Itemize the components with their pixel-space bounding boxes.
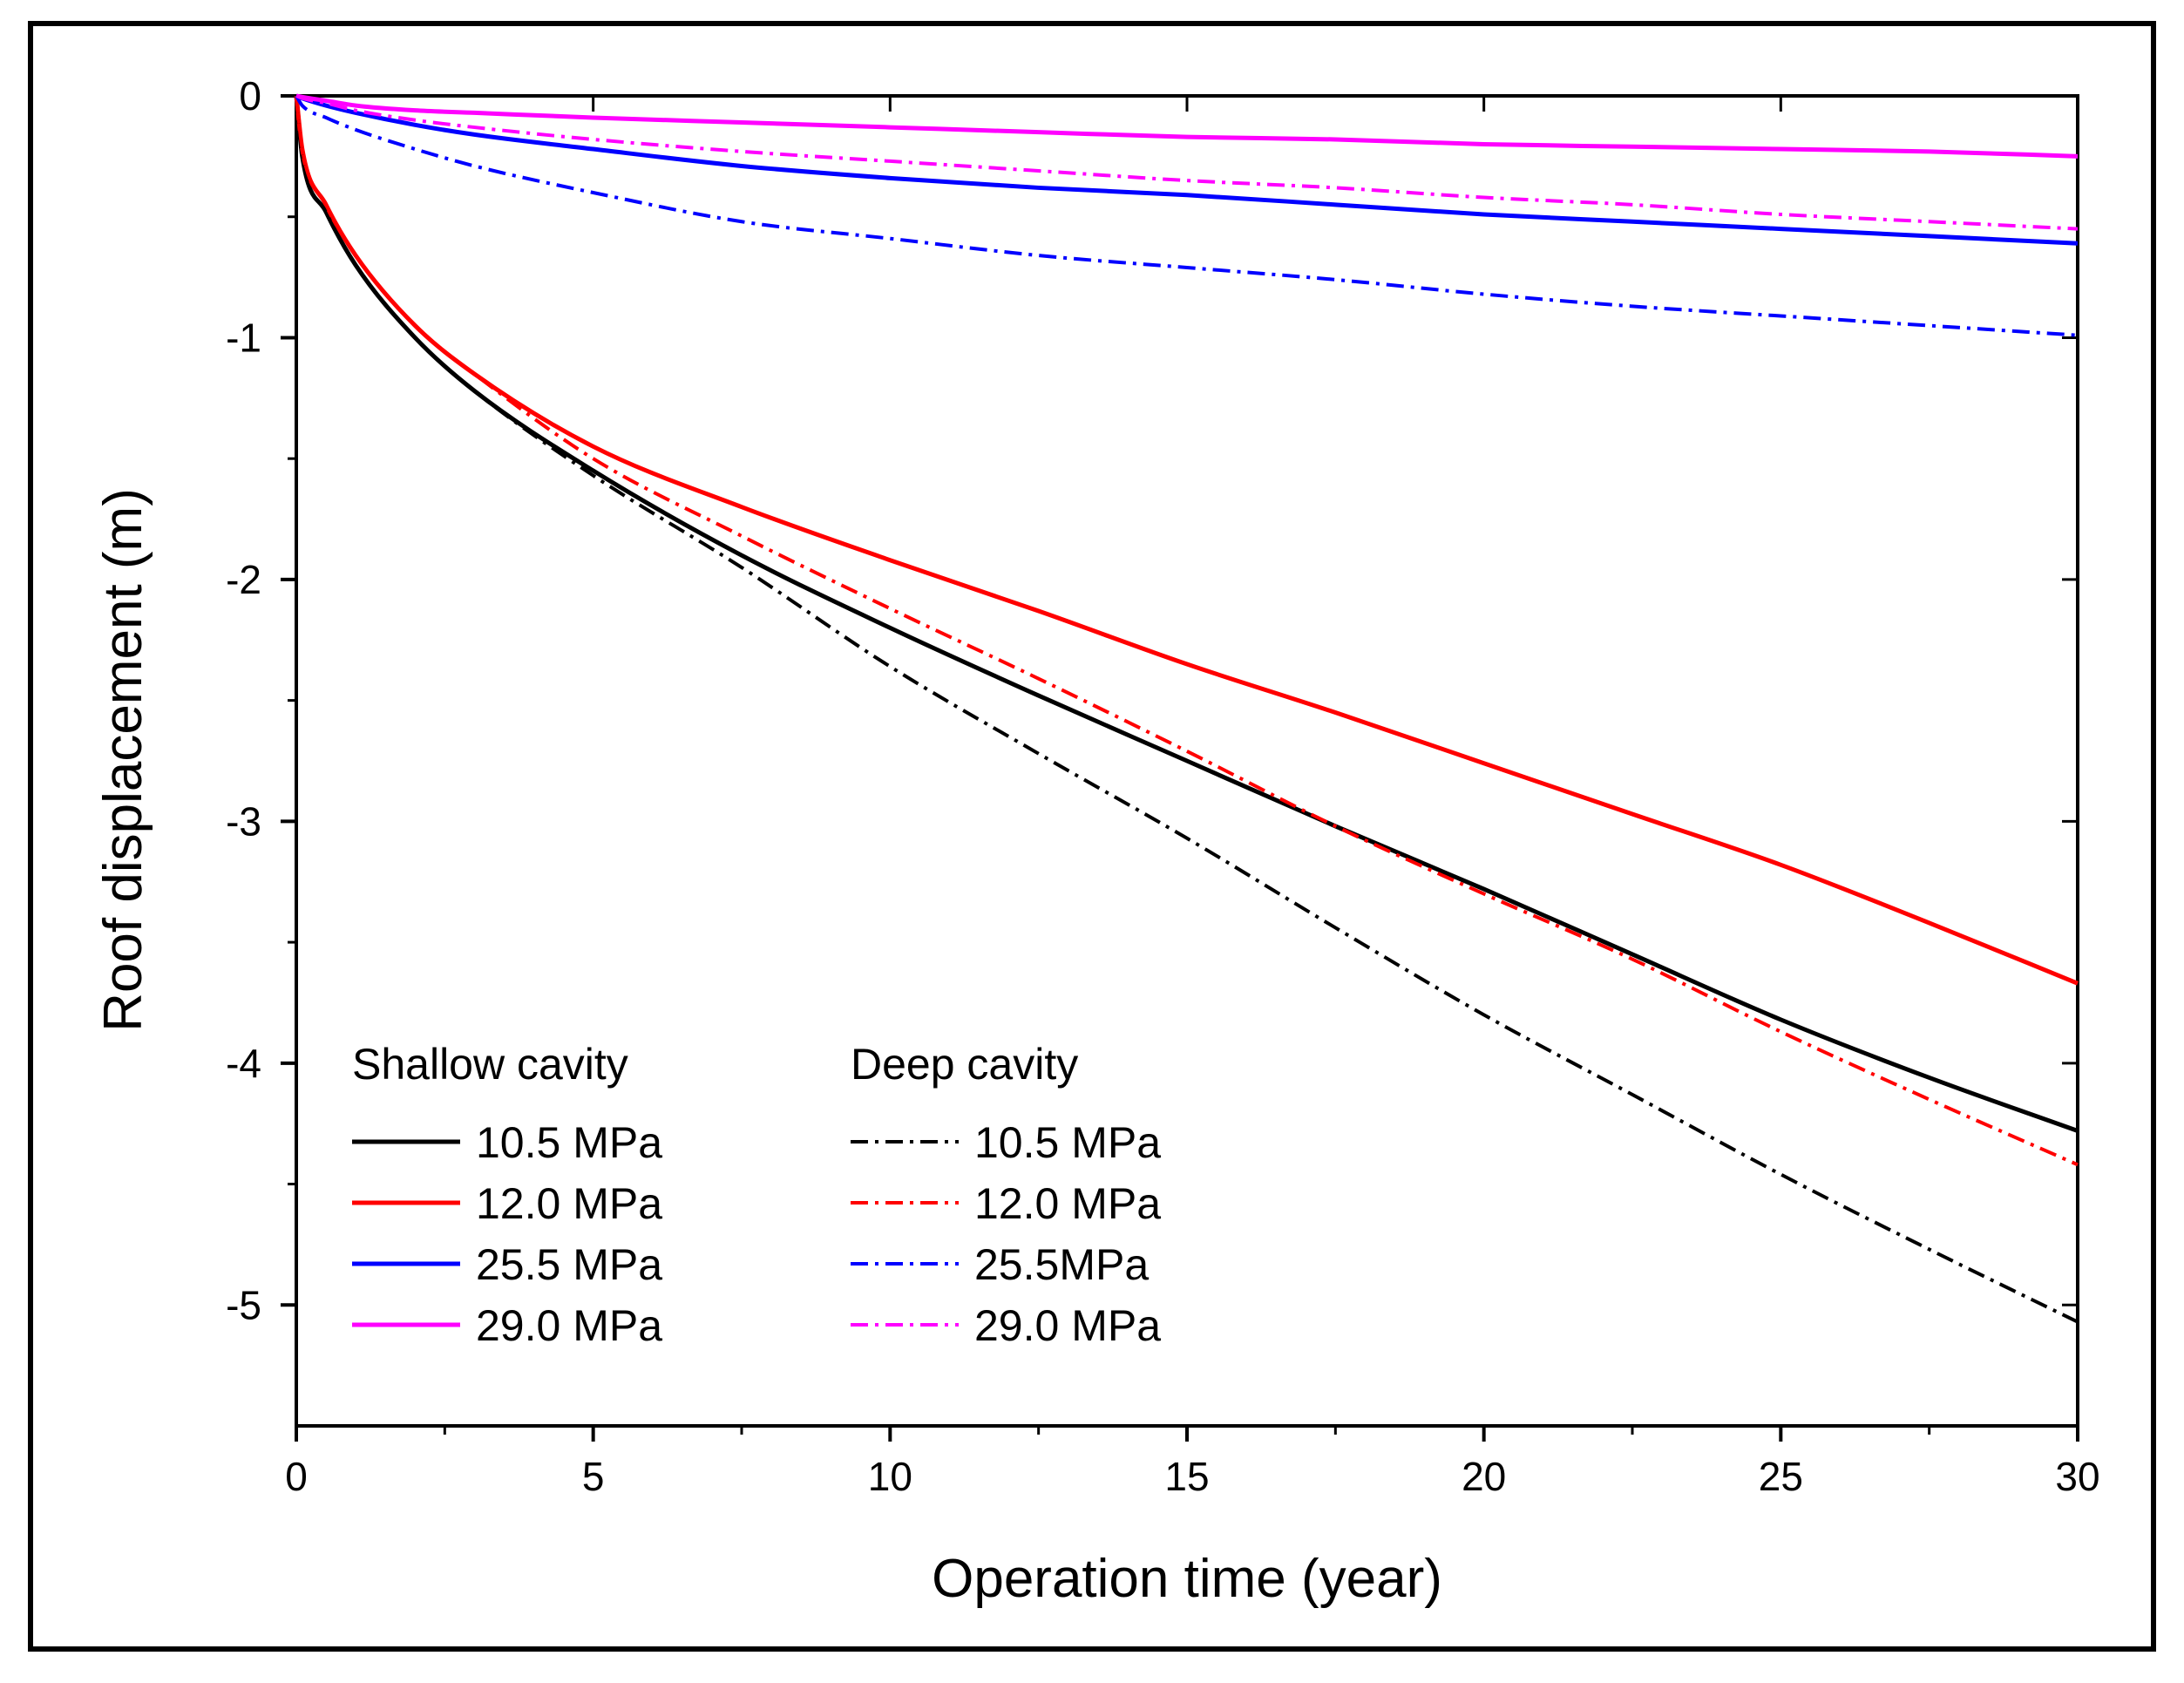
x-axis-title: Operation time (year) — [932, 1549, 1442, 1609]
x-tick-label: 15 — [1164, 1454, 1209, 1499]
legend-label: 10.5 MPa — [974, 1118, 1161, 1167]
y-tick-label: -1 — [226, 315, 261, 360]
y-tick-label: -3 — [226, 798, 261, 844]
axis-ticks — [281, 94, 2079, 1442]
legend-group-title-deep: Deep cavity — [851, 1040, 1078, 1089]
x-tick-label: 0 — [285, 1454, 308, 1499]
x-tick-label: 30 — [2055, 1454, 2099, 1499]
series-line-deep-4 — [295, 95, 2079, 1324]
y-axis-title: Roof displacement (m) — [93, 488, 153, 1032]
series-lines — [294, 93, 2079, 1324]
figure-frame — [28, 21, 2156, 1652]
y-tick-label: 0 — [239, 73, 261, 119]
legend-label: 25.5MPa — [974, 1240, 1149, 1289]
axis-tick-labels: 0 5 10 15 20 25 30 0 -1 -2 -3 -4 -5 — [226, 73, 2099, 1499]
y-tick-label: -4 — [226, 1041, 261, 1086]
legend-label: 25.5 MPa — [476, 1240, 662, 1289]
legend-label: 12.0 MPa — [974, 1179, 1161, 1228]
legend-label: 29.0 MPa — [476, 1301, 662, 1350]
legend-label: 10.5 MPa — [476, 1118, 662, 1167]
series-line-deep-7 — [295, 94, 2079, 231]
series-line-deep-5 — [295, 95, 2079, 1167]
legend-label: 29.0 MPa — [974, 1301, 1161, 1350]
y-tick-label: -2 — [226, 557, 261, 602]
legend: Shallow cavity Deep cavity 10.5 MPa 12.0 … — [352, 1040, 1161, 1350]
x-tick-label: 25 — [1759, 1454, 1803, 1499]
series-line-shallow-0 — [294, 95, 2079, 1133]
series-line-deep-6 — [295, 94, 2079, 337]
series-line-shallow-2 — [295, 93, 2079, 246]
legend-group-title-shallow: Shallow cavity — [352, 1040, 628, 1089]
x-tick-label: 20 — [1462, 1454, 1506, 1499]
y-tick-label: -5 — [226, 1282, 261, 1327]
series-line-shallow-3 — [295, 93, 2079, 159]
x-tick-label: 5 — [582, 1454, 605, 1499]
x-tick-label: 10 — [868, 1454, 912, 1499]
legend-label: 12.0 MPa — [476, 1179, 662, 1228]
